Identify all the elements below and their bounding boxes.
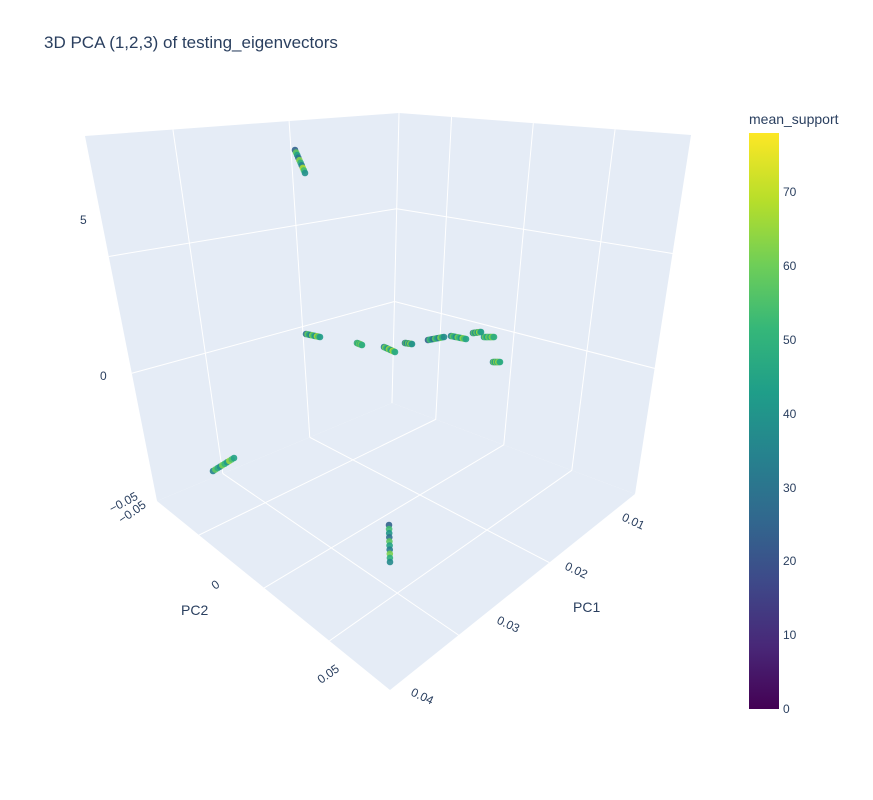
left-wall: [85, 113, 399, 501]
right-wall: [392, 113, 691, 494]
floor-grid-pc2-0: [309, 436, 550, 564]
left-wall-grid-h-0: [131, 301, 395, 374]
pc1-tick-label: 0.04: [409, 685, 436, 708]
z-tick-label: 5: [80, 213, 87, 227]
colorbar-tick-label: 20: [783, 554, 797, 569]
scene-gridlines: [108, 112, 673, 642]
colorbar-tick-label: 10: [783, 628, 797, 643]
colorbar-tick-label: 70: [783, 185, 797, 200]
left-wall-grid-v-0: [288, 121, 311, 438]
data-point: [462, 335, 470, 343]
pc1-tick-label: 0.03: [495, 613, 522, 636]
pc1-tick-label: 0.02: [563, 559, 590, 582]
colorbar: [749, 133, 779, 709]
floor-grid-pc1-1: [263, 444, 505, 589]
floor-grid-pc1-0: [198, 418, 436, 536]
right-wall-grid-h-1: [396, 208, 673, 254]
right-wall-grid-h-0: [394, 301, 655, 369]
data-point: [477, 328, 485, 336]
colorbar-title: mean_support: [749, 111, 839, 127]
data-point: [230, 454, 238, 462]
colorbar-tick-label: 50: [783, 332, 797, 347]
floor-wall: [157, 403, 635, 690]
data-point: [391, 348, 399, 356]
right-wall-grid-v-0: [435, 116, 453, 420]
data-point: [490, 333, 498, 341]
data-point: [358, 341, 366, 349]
z-tick-label: 0: [100, 369, 107, 383]
data-point: [316, 333, 324, 341]
data-point: [386, 558, 394, 566]
data-point: [496, 358, 504, 366]
data-points: [209, 146, 504, 566]
data-point: [440, 333, 448, 341]
colorbar-tick-label: 60: [783, 258, 797, 273]
data-point: [408, 340, 416, 348]
pc2-tick-label: 0.05: [315, 661, 342, 686]
colorbar-tick-label: 40: [783, 406, 797, 421]
pc1-axis-label: PC1: [573, 599, 600, 615]
pc1-tick-label: 0.01: [620, 510, 647, 533]
data-point: [301, 169, 309, 177]
scene-walls: [85, 113, 691, 690]
chart-title: 3D PCA (1,2,3) of testing_eigenvectors: [44, 33, 338, 52]
colorbar-tick-label: 0: [783, 702, 790, 716]
pc2-axis-label: PC2: [181, 602, 208, 618]
right-wall-grid-v-2: [571, 129, 616, 471]
colorbar-tick-label: 30: [783, 480, 797, 495]
pc2-tick-label: 0: [209, 577, 223, 592]
right-wall-grid-v-1: [503, 123, 534, 445]
floor-grid-pc1-2: [329, 469, 573, 642]
left-wall-grid-h-1: [108, 208, 397, 257]
floor-grid-pc2-1: [222, 473, 459, 636]
left-wall-grid-v-1: [172, 129, 224, 474]
